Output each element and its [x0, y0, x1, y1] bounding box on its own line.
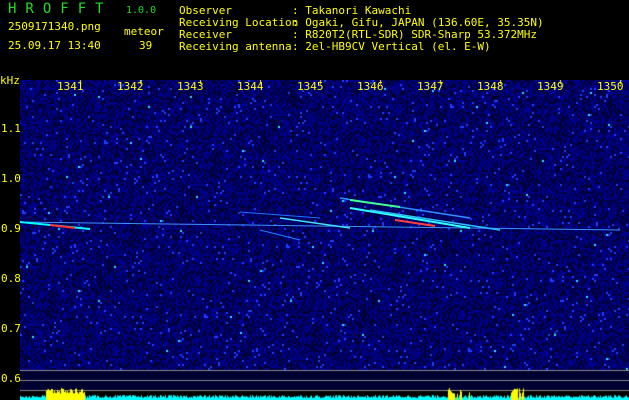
- time-tick-label: 1349: [537, 80, 564, 93]
- meteor-trace: [239, 211, 321, 219]
- app-title: HROFFT: [8, 1, 113, 17]
- time-tick-label: 1341: [57, 80, 84, 93]
- observer-value: : Takanori Kawachi: [292, 4, 412, 17]
- location-label: Receiving Location: [179, 16, 299, 29]
- receiver-label: Receiver: [179, 28, 232, 41]
- app-version: 1.0.0: [126, 5, 157, 16]
- freq-tick-label: 0.6: [1, 372, 21, 385]
- meteor-trace: [20, 221, 621, 231]
- spectrogram: [20, 80, 629, 400]
- meteor-trace: [394, 219, 436, 227]
- time-tick-label: 1345: [297, 80, 324, 93]
- mode-label: meteor: [124, 25, 164, 38]
- freq-tick-label: 0.9: [1, 222, 21, 235]
- freq-tick-label: 0.7: [1, 322, 21, 335]
- time-tick-label: 1346: [357, 80, 384, 93]
- time-tick-label: 1344: [237, 80, 264, 93]
- meteor-trace: [369, 209, 501, 231]
- antenna-value: : 2el-HB9CV Vertical (el. E-W): [292, 40, 491, 53]
- spectrogram-noise: [20, 80, 629, 400]
- antenna-label: Receiving antenna: [179, 40, 292, 53]
- observer-label: Observer: [179, 4, 232, 17]
- freq-tick-label: 1.0: [1, 172, 21, 185]
- meteor-trace: [259, 229, 301, 241]
- time-tick-label: 1347: [417, 80, 444, 93]
- time-tick-label: 1348: [477, 80, 504, 93]
- freq-tick-label: 1.1: [1, 122, 21, 135]
- meteor-trace: [349, 207, 471, 229]
- meteor-trace: [349, 199, 401, 208]
- time-tick-label: 1342: [117, 80, 144, 93]
- meteor-trace: [279, 217, 351, 229]
- location-value: : Ogaki, Gifu, JAPAN (136.60E, 35.35N): [292, 16, 544, 29]
- filename: 2509171340.png: [8, 20, 101, 33]
- meteor-count: 39: [139, 39, 153, 52]
- meteor-trace: [49, 224, 76, 229]
- meteor-traces: [20, 197, 621, 241]
- y-unit-label: kHz: [0, 74, 20, 87]
- datetime: 25.09.17 13:40: [8, 39, 101, 52]
- freq-tick-label: 0.8: [1, 272, 21, 285]
- time-tick-label: 1343: [177, 80, 204, 93]
- time-tick-label: 1350: [597, 80, 624, 93]
- receiver-value: : R820T2(RTL-SDR) SDR-Sharp 53.372MHz: [292, 28, 538, 41]
